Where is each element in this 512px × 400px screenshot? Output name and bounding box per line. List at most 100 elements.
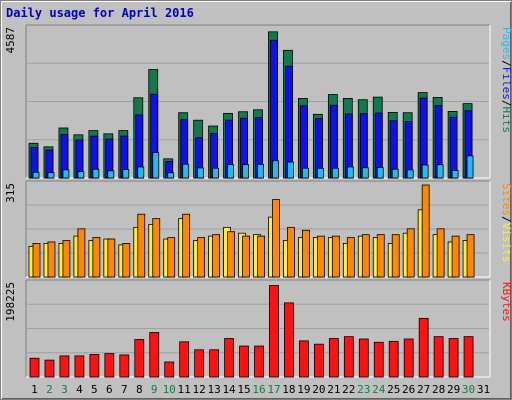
- files-bar-day-19: [300, 105, 308, 179]
- pages-bar-day-24: [376, 167, 384, 179]
- kbytes-bar-day-27: [418, 317, 429, 378]
- kbytes-bar-day-9: [149, 332, 160, 378]
- sites-bar-day-25: [391, 234, 400, 278]
- x-tick-day-29: 29: [447, 383, 460, 396]
- sites-bar-day-2: [47, 241, 56, 278]
- x-tick-day-5: 5: [91, 383, 98, 396]
- pages-bar-day-30: [466, 155, 474, 179]
- pages-bar-day-10: [167, 172, 175, 179]
- pages-bar-day-20: [316, 168, 324, 179]
- pages-bar-day-29: [451, 169, 459, 179]
- kbytes-bar-day-25: [388, 340, 399, 378]
- x-tick-day-18: 18: [282, 383, 295, 396]
- kbytes-bar-day-23: [358, 338, 369, 378]
- legend-item-visits: Visits: [500, 223, 512, 263]
- pages-bar-day-17: [272, 160, 279, 179]
- x-tick-day-19: 19: [297, 383, 310, 396]
- sites-bar-day-1: [32, 243, 41, 278]
- sites-bar-day-18: [287, 226, 295, 278]
- pages-bar-day-13: [212, 167, 220, 179]
- x-tick-day-11: 11: [178, 383, 191, 396]
- kbytes-bar-day-2: [44, 359, 55, 378]
- kbytes-bar-day-19: [299, 340, 309, 378]
- sites-bar-day-11: [182, 213, 191, 278]
- x-tick-day-9: 9: [151, 383, 158, 396]
- sites-bar-day-28: [436, 228, 445, 278]
- kbytes-bar-day-10: [164, 361, 175, 378]
- panel-1-max-label: 315: [4, 183, 17, 203]
- kbytes-bar-day-17: [269, 285, 279, 378]
- sites-bar-day-22: [346, 237, 355, 278]
- sites-bar-day-21: [331, 235, 340, 278]
- pages-bar-day-18: [287, 161, 294, 179]
- pages-bar-day-11: [182, 163, 190, 179]
- kbytes-bar-day-14: [224, 338, 234, 378]
- x-tick-day-12: 12: [193, 383, 206, 396]
- sites-bar-day-12: [197, 237, 206, 278]
- pages-bar-day-5: [92, 168, 100, 179]
- legend-separator: /: [500, 60, 512, 67]
- kbytes-bar-day-16: [254, 345, 264, 378]
- sites-bar-day-19: [302, 229, 310, 278]
- pages-bar-day-23: [361, 167, 369, 179]
- kbytes-bar-day-18: [284, 302, 294, 378]
- sites-bar-day-4: [77, 228, 86, 278]
- x-tick-day-21: 21: [327, 383, 340, 396]
- x-tick-day-15: 15: [237, 383, 250, 396]
- sites-bar-day-20: [316, 235, 325, 278]
- kbytes-bar-day-22: [343, 336, 354, 378]
- sites-bar-day-7: [122, 243, 131, 278]
- files-bar-day-29: [449, 116, 458, 179]
- x-tick-day-27: 27: [417, 383, 430, 396]
- legend-item-hits: Hits: [500, 107, 512, 134]
- pages-bar-day-15: [242, 164, 249, 179]
- pages-bar-day-27: [421, 164, 429, 179]
- sites-bar-day-15: [242, 235, 250, 278]
- pages-bar-day-6: [107, 170, 115, 179]
- x-tick-day-1: 1: [31, 383, 38, 396]
- sites-bar-day-8: [137, 213, 146, 278]
- sites-bar-day-29: [451, 235, 460, 278]
- sites-bar-day-9: [152, 218, 161, 278]
- panel-2-legend: KBytes: [500, 282, 512, 322]
- pages-bar-day-7: [122, 169, 130, 179]
- x-tick-day-7: 7: [121, 383, 128, 396]
- kbytes-bar-day-20: [313, 343, 324, 378]
- x-tick-day-31: 31: [477, 383, 490, 396]
- x-tick-day-4: 4: [76, 383, 83, 396]
- sites-bar-day-10: [167, 237, 176, 278]
- x-tick-day-6: 6: [106, 383, 113, 396]
- pages-bar-day-16: [257, 163, 264, 179]
- legend-item-files: Files: [500, 67, 512, 100]
- pages-bar-day-4: [77, 171, 85, 179]
- x-tick-day-26: 26: [402, 383, 415, 396]
- x-tick-day-24: 24: [372, 383, 386, 396]
- sites-bar-day-26: [406, 228, 415, 278]
- sites-bar-day-3: [62, 240, 71, 278]
- kbytes-bar-day-8: [134, 339, 145, 378]
- sites-bar-day-6: [107, 238, 116, 278]
- kbytes-bar-day-21: [328, 338, 339, 378]
- legend-item-kbytes: KBytes: [500, 282, 512, 322]
- kbytes-bar-day-28: [433, 336, 444, 378]
- kbytes-bar-day-24: [373, 341, 384, 378]
- panel-2-max-label: 198225: [4, 282, 17, 322]
- x-tick-day-14: 14: [222, 383, 236, 396]
- x-tick-day-22: 22: [342, 383, 355, 396]
- files-bar-day-18: [285, 65, 293, 179]
- x-tick-day-13: 13: [207, 383, 220, 396]
- kbytes-bar-day-26: [403, 338, 414, 378]
- legend-item-pages: Pages: [500, 27, 512, 60]
- legend-separator: /: [500, 100, 512, 107]
- pages-bar-day-28: [436, 164, 444, 179]
- pages-bar-day-9: [152, 152, 160, 179]
- kbytes-bar-day-4: [74, 355, 85, 378]
- kbytes-bar-day-12: [194, 349, 205, 378]
- x-tick-day-17: 17: [267, 383, 280, 396]
- kbytes-bar-day-11: [179, 341, 190, 378]
- legend-item-sites: Sites: [500, 183, 512, 216]
- x-tick-day-8: 8: [136, 383, 143, 396]
- pages-bar-day-25: [391, 168, 399, 179]
- pages-bar-day-3: [62, 169, 70, 179]
